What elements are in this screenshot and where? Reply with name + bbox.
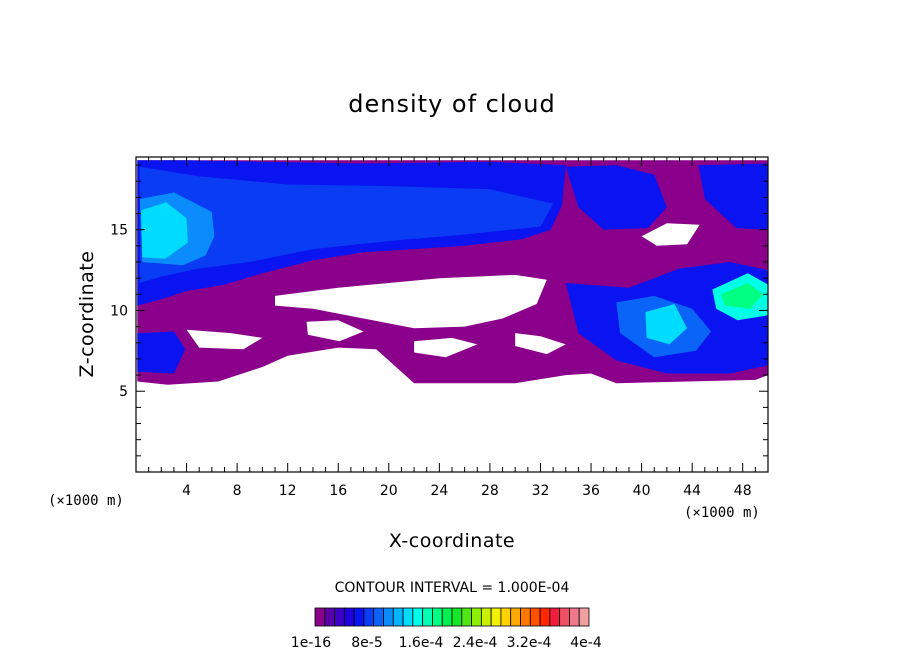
colorbar-label: 4e-4 <box>570 635 602 651</box>
x-tick-label: 12 <box>279 483 297 499</box>
chart-title: density of cloud <box>348 90 555 118</box>
density-region-2 <box>139 166 554 283</box>
x-tick-label: 4 <box>182 483 191 499</box>
y-tick-labels: 5 10 15 <box>110 223 128 401</box>
colorbar-label: 3.2e-4 <box>507 635 552 651</box>
colorbar-swatch <box>529 607 541 627</box>
y-axis-title: Z-coordinate <box>76 251 98 378</box>
colorbar-swatch <box>490 607 502 627</box>
colorbar-swatch <box>569 607 580 627</box>
colorbar-swatch <box>520 607 531 627</box>
colorbar-swatch <box>383 607 394 627</box>
plot-area <box>137 160 769 385</box>
colorbar-swatch <box>480 607 492 627</box>
x-tick-labels: 4 8 12 16 20 24 28 32 36 40 44 48 <box>182 483 752 499</box>
clear-air-region-0 <box>275 274 547 329</box>
x-unit-label-right: (×1000 m) <box>684 505 760 521</box>
x-tick-label: 8 <box>233 483 242 499</box>
colorbar-swatch <box>510 607 521 627</box>
density-region-12 <box>721 283 763 309</box>
colorbar-swatch <box>559 607 570 627</box>
density-region-6 <box>565 165 667 230</box>
density-region-4 <box>141 202 188 259</box>
colorbar-swatch <box>471 607 482 627</box>
x-tick-label: 20 <box>380 483 398 499</box>
colorbar-swatch <box>392 607 404 627</box>
density-region-5 <box>137 331 186 374</box>
colorbar-swatch <box>539 607 551 627</box>
clear-air-region-1 <box>641 223 700 246</box>
colorbar-labels: 1e-16 8e-5 1.6e-4 2.4e-4 3.2e-4 4e-4 <box>291 635 602 651</box>
density-region-7 <box>698 163 768 230</box>
colorbar-swatch <box>314 607 326 627</box>
colorbar-label: 1.6e-4 <box>399 635 444 651</box>
y-tick-label: 5 <box>119 384 128 400</box>
colorbar-swatch <box>500 607 512 627</box>
clear-air-region-3 <box>515 333 566 355</box>
clear-air-region-2 <box>306 320 364 342</box>
colorbar-swatch <box>441 607 453 627</box>
colorbar-label: 1e-16 <box>291 635 331 651</box>
x-axis-title: X-coordinate <box>389 530 515 552</box>
x-tick-label: 28 <box>481 483 499 499</box>
clear-air-region-5 <box>414 337 478 358</box>
density-region-10 <box>645 304 688 345</box>
y-tick-label: 10 <box>110 303 128 319</box>
colorbar-swatch <box>363 607 375 627</box>
colorbar-swatch <box>578 607 590 627</box>
x-tick-label: 48 <box>734 483 752 499</box>
x-tick-label: 24 <box>430 483 448 499</box>
colorbar-swatch <box>461 607 472 627</box>
colorbar-label: 2.4e-4 <box>453 635 498 651</box>
colorbar-label: 8e-5 <box>351 635 382 651</box>
colorbar-swatch <box>412 607 424 627</box>
colorbar-swatch <box>343 607 355 627</box>
colorbar-swatch <box>402 607 414 627</box>
colorbar-swatch <box>353 607 365 627</box>
colorbar-swatch <box>432 607 443 627</box>
x-tick-label: 16 <box>329 483 347 499</box>
colorbar-swatch <box>549 607 561 627</box>
x-tick-label: 40 <box>633 483 651 499</box>
x-tick-label: 32 <box>532 483 550 499</box>
clear-air-region-4 <box>186 329 263 350</box>
colorbar-swatch <box>451 607 463 627</box>
x-tick-label: 44 <box>683 483 701 499</box>
x-unit-label-left: (×1000 m) <box>48 493 124 509</box>
contour-interval-label: CONTOUR INTERVAL = 1.000E-04 <box>335 580 570 596</box>
y-tick-label: 15 <box>110 223 128 239</box>
colorbar-swatch <box>373 607 384 627</box>
colorbar <box>314 607 590 627</box>
colorbar-swatch <box>422 607 433 627</box>
axis-ticks <box>136 157 768 472</box>
colorbar-swatch <box>334 607 345 627</box>
x-tick-label: 36 <box>582 483 600 499</box>
colorbar-swatch <box>324 607 335 627</box>
